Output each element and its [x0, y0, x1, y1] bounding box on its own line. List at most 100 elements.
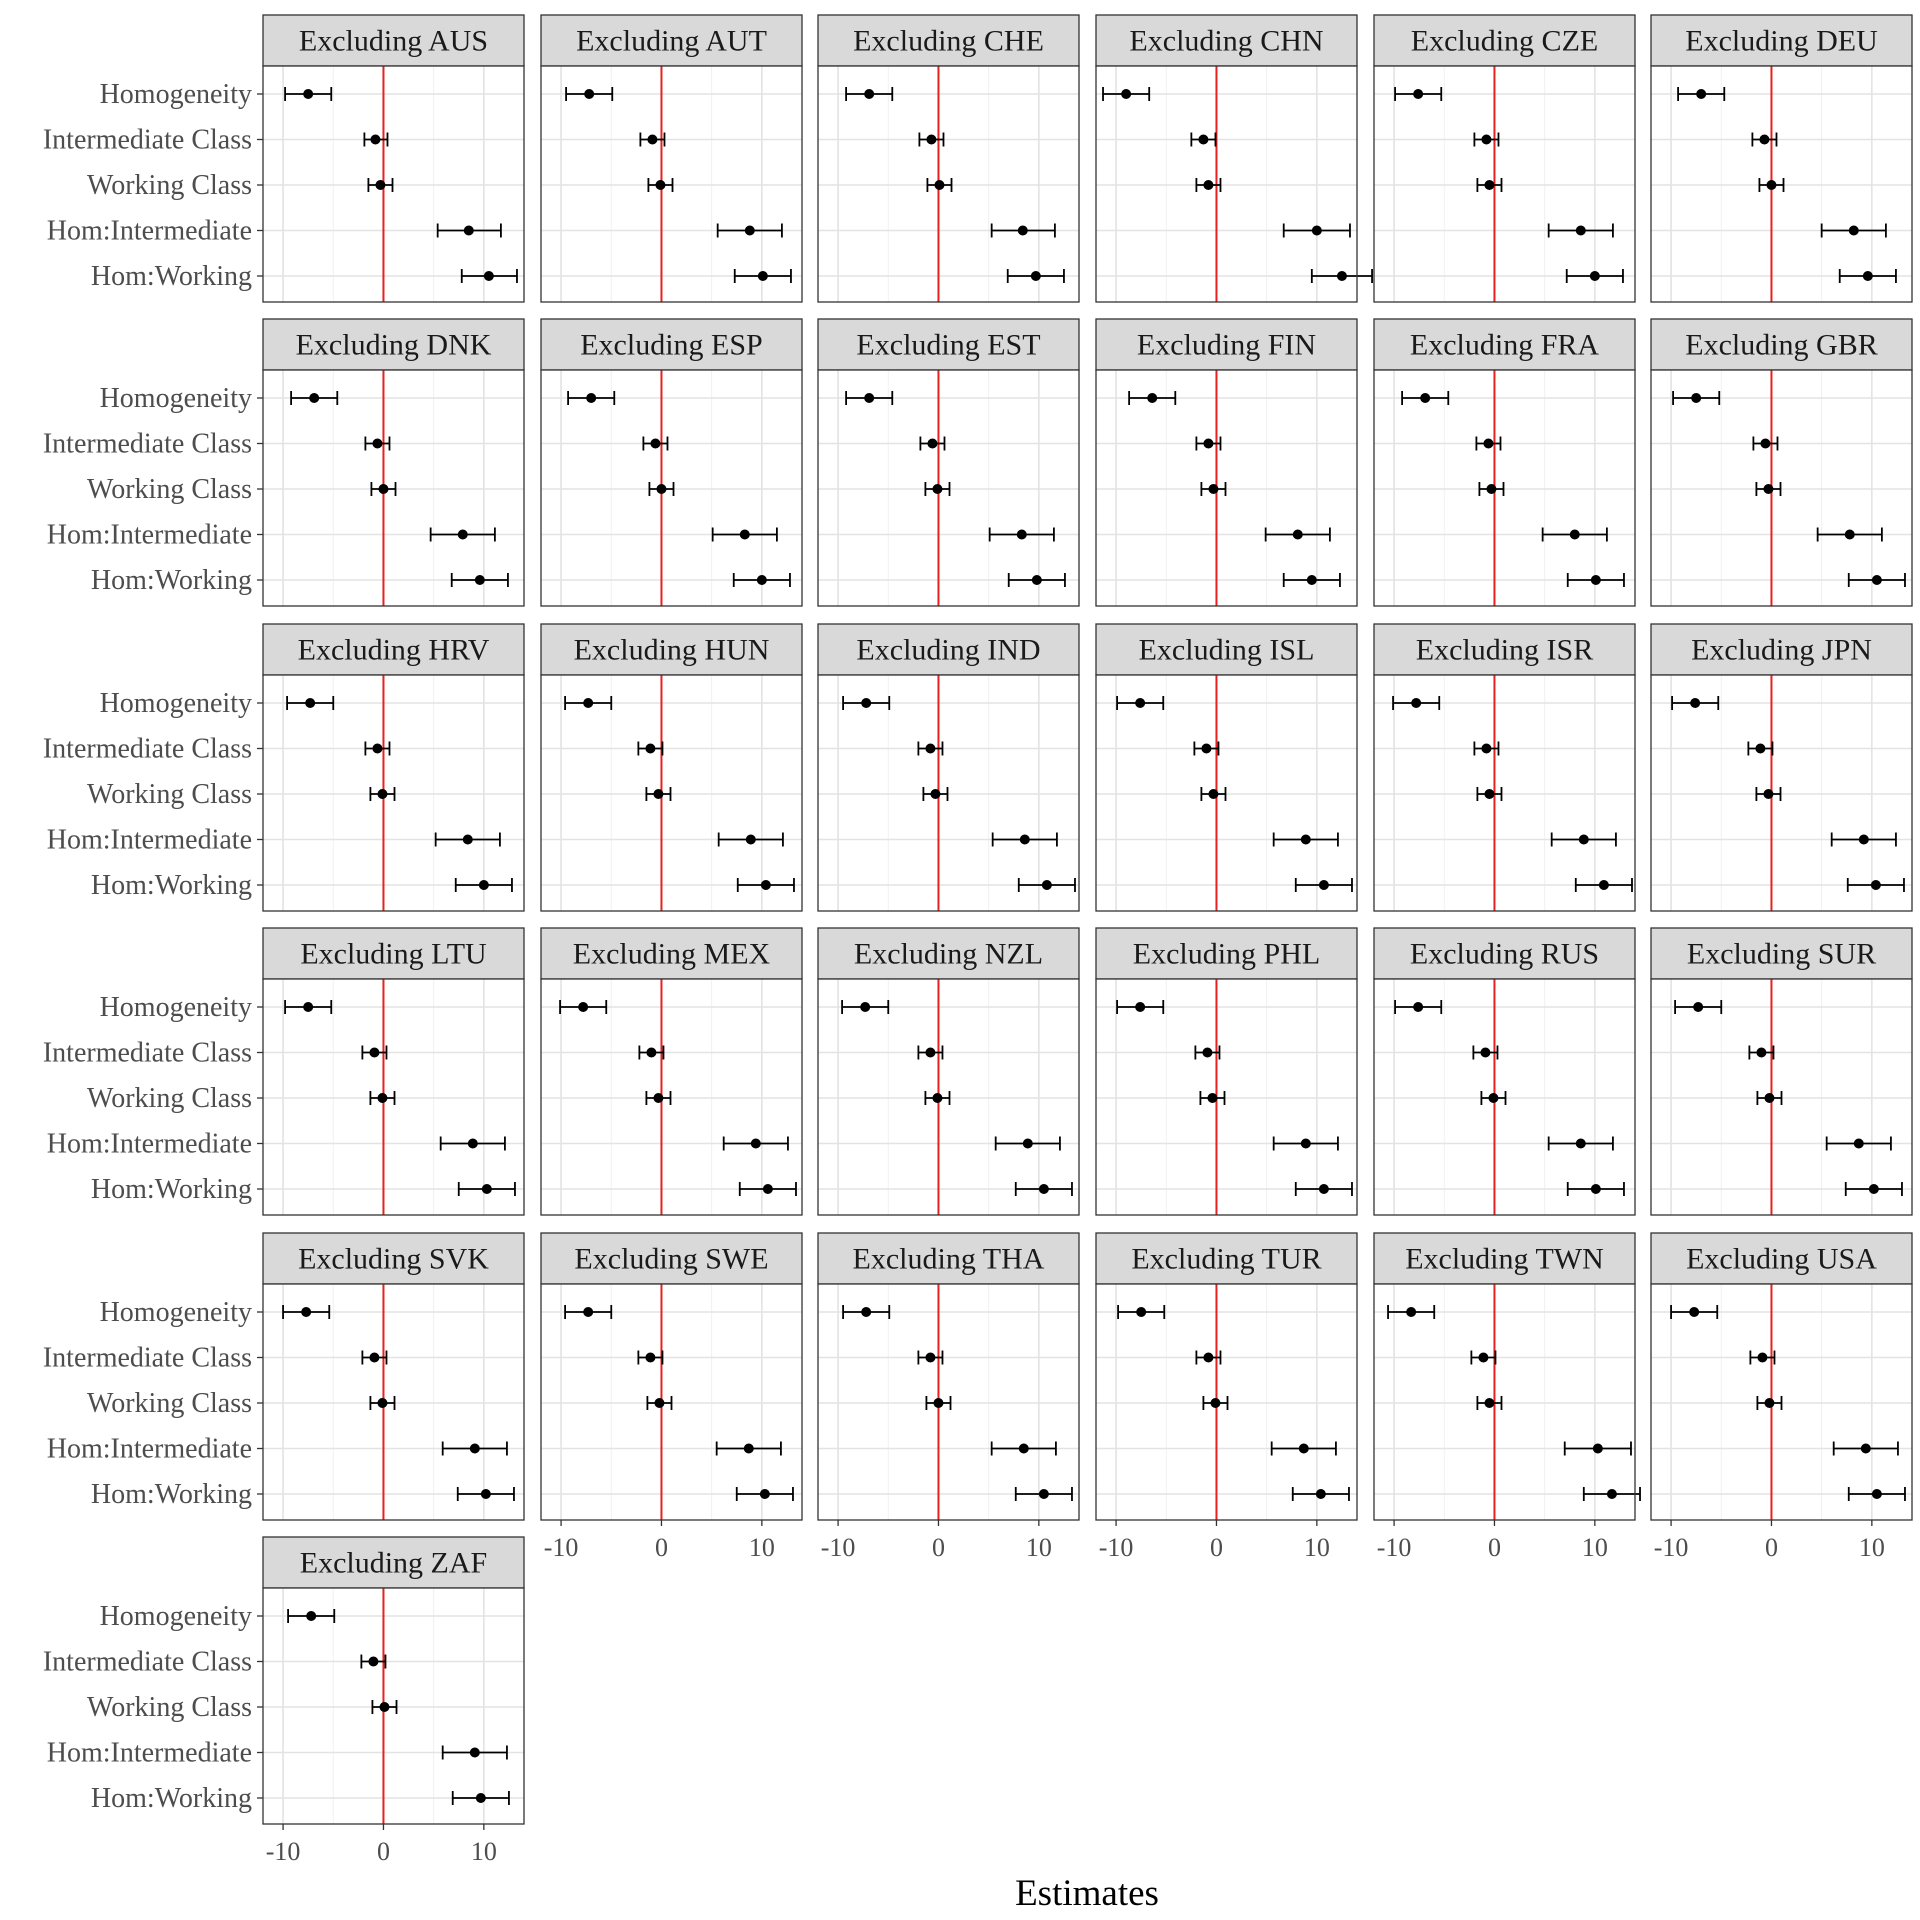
- facet-panel: Excluding THA -10 0 10: [817, 1232, 1080, 1562]
- estimate-errorbar: [1748, 1045, 1775, 1060]
- estimate-errorbar: [994, 1136, 1061, 1151]
- estimate-point: [925, 1047, 936, 1058]
- estimate-point: [1121, 89, 1132, 99]
- estimate-point: [1413, 1002, 1424, 1012]
- estimate-point: [1871, 1489, 1882, 1499]
- estimate-point: [760, 880, 771, 890]
- estimate-errorbar: [1478, 482, 1505, 496]
- estimate-errorbar: [1193, 741, 1220, 756]
- y-tick-label: Hom:Intermediate: [47, 825, 252, 856]
- estimate-point: [1481, 134, 1492, 145]
- panel-border: [1650, 1283, 1913, 1521]
- estimate-point: [864, 393, 875, 403]
- estimate-errorbar: [646, 1396, 673, 1410]
- facet-panel: Excluding CZE: [1373, 14, 1636, 303]
- panel-background: [541, 979, 802, 1215]
- estimate-point: [1488, 1093, 1499, 1103]
- estimate-errorbar: [1102, 87, 1151, 101]
- estimate-errorbar: [1190, 132, 1217, 147]
- facet-panel: Excluding AUT: [540, 14, 803, 303]
- facet-strip: [262, 927, 525, 980]
- facet-title: Excluding USA: [1686, 1243, 1877, 1276]
- estimate-errorbar: [1550, 832, 1617, 847]
- estimate-point: [1870, 880, 1881, 890]
- panel-border: [540, 674, 803, 912]
- facet-title: Excluding AUT: [576, 25, 767, 58]
- estimate-point: [1844, 529, 1855, 540]
- estimate-point: [1203, 180, 1214, 190]
- facet-title: Excluding GBR: [1685, 329, 1878, 362]
- estimate-point: [1019, 834, 1030, 845]
- estimate-point: [1315, 1489, 1326, 1499]
- estimate-point: [1022, 1138, 1033, 1149]
- estimate-point: [368, 1656, 379, 1667]
- estimate-errorbar: [1394, 1000, 1443, 1014]
- facet-panel: Excluding FRA: [1373, 318, 1636, 607]
- estimate-point: [1691, 393, 1702, 403]
- panel-background: [1096, 979, 1357, 1215]
- y-tick-label: Homogeneity: [100, 383, 252, 414]
- estimate-point: [925, 1352, 936, 1363]
- gridlines: [818, 675, 1079, 911]
- estimate-point: [1696, 89, 1707, 99]
- panel-border: [540, 369, 803, 607]
- estimate-errorbar: [457, 1182, 516, 1196]
- estimate-point: [1862, 271, 1873, 281]
- estimate-point: [1311, 225, 1322, 236]
- facet-title: Excluding DNK: [296, 329, 492, 362]
- estimate-errorbar: [842, 1305, 891, 1319]
- estimate-point: [1300, 1138, 1311, 1149]
- facet-title: Excluding NZL: [854, 938, 1043, 971]
- estimate-point: [933, 1398, 944, 1408]
- panel-border: [540, 65, 803, 303]
- x-axis: -10 0 10: [821, 1520, 1052, 1562]
- estimate-errorbar: [639, 132, 666, 147]
- estimate-errorbar: [1674, 1000, 1723, 1014]
- panel-border: [1373, 1283, 1636, 1521]
- panel-background: [1651, 66, 1912, 302]
- x-tick-label: 10: [1304, 1533, 1330, 1562]
- facet-strip: [1373, 623, 1636, 676]
- y-tick-label: Hom:Working: [91, 565, 252, 596]
- estimate-errorbar: [436, 223, 502, 238]
- estimate-errorbar: [717, 832, 784, 847]
- estimate-errorbar: [1202, 1396, 1229, 1410]
- facet-title: Excluding JPN: [1691, 634, 1872, 667]
- y-axis: Homogeneity Intermediate Class Working Cla…: [43, 1297, 263, 1510]
- estimate-errorbar: [1847, 573, 1906, 587]
- facet-title: Excluding SUR: [1687, 938, 1876, 971]
- estimate-point: [1198, 134, 1209, 145]
- estimate-errorbar: [429, 527, 496, 542]
- estimate-point: [1763, 484, 1774, 494]
- estimate-point: [1300, 834, 1311, 845]
- estimate-errorbar: [1007, 573, 1066, 587]
- estimate-point: [305, 698, 316, 708]
- estimate-point: [1689, 1307, 1700, 1317]
- panel-border: [1373, 674, 1636, 912]
- facet-strip: [817, 14, 1080, 67]
- estimate-errorbar: [456, 1487, 515, 1501]
- estimate-point: [1690, 698, 1701, 708]
- panel-background: [1374, 66, 1635, 302]
- estimate-errorbar: [450, 573, 509, 587]
- estimate-errorbar: [736, 878, 795, 892]
- estimate-errorbar: [638, 1045, 665, 1060]
- estimate-point: [1764, 1093, 1775, 1103]
- facet-title: Excluding TUR: [1131, 1243, 1321, 1276]
- x-tick-label: 0: [1210, 1533, 1223, 1562]
- estimate-point: [1590, 1184, 1601, 1194]
- facet-panel: Excluding HRV Homogeneity Intermediate Cla…: [43, 623, 525, 912]
- estimate-point: [475, 1793, 486, 1803]
- y-tick-label: Homogeneity: [100, 992, 252, 1023]
- estimate-errorbar: [567, 391, 616, 405]
- estimate-errorbar: [441, 1745, 508, 1760]
- estimate-point: [370, 134, 381, 145]
- x-tick-label: 10: [749, 1533, 775, 1562]
- panel-background: [818, 66, 1079, 302]
- estimate-point: [762, 1184, 773, 1194]
- facet-title: Excluding TWN: [1405, 1243, 1604, 1276]
- facet-panel: Excluding TWN -10 0 10: [1373, 1232, 1641, 1562]
- panel-background: [1374, 1284, 1635, 1520]
- facet-panel: Excluding ZAF Homogeneity Intermediate Cla…: [43, 1536, 525, 1866]
- estimate-point: [1858, 834, 1869, 845]
